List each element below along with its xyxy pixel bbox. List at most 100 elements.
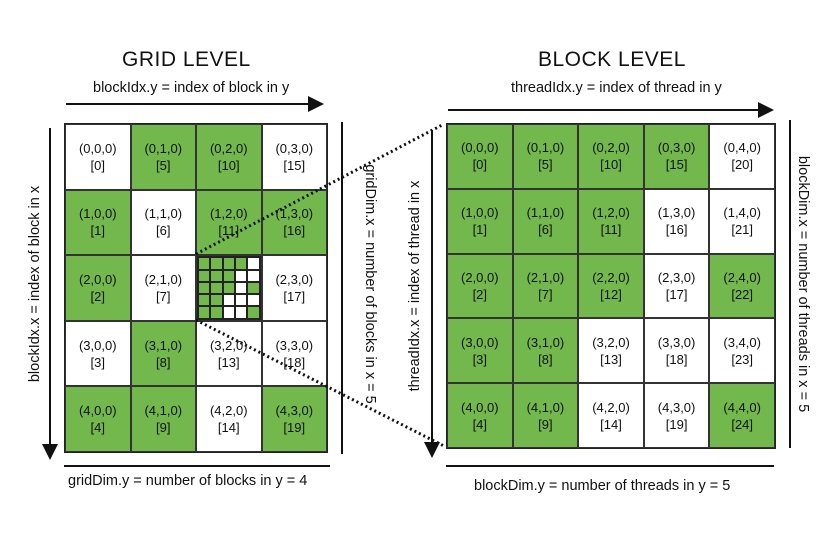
grid-block-cell-index: [17] bbox=[283, 288, 306, 304]
mini-thread-cell bbox=[198, 281, 211, 295]
block-thread-cell-index: [4] bbox=[472, 416, 488, 432]
block-thread-cell-coord: (4,2,0) bbox=[592, 399, 630, 415]
grid-block-cell-index: [0] bbox=[90, 157, 105, 173]
block-thread-cell: (2,0,0) [2] bbox=[447, 253, 513, 319]
grid-block-cell-coord: (4,2,0) bbox=[209, 403, 248, 419]
mini-thread-cell bbox=[222, 269, 235, 282]
block-thread-cell: (3,3,0) [18] bbox=[643, 318, 710, 384]
grid-block-cell: (3,0,0) [3] bbox=[65, 320, 131, 387]
grid-block-cell-index: [5] bbox=[156, 157, 171, 173]
block-thread-cell-coord: (2,2,0) bbox=[592, 269, 630, 285]
grid-block-cell: (0,2,0) [10] bbox=[196, 124, 262, 190]
grid-block-cell: (1,3,0) [16] bbox=[261, 189, 327, 256]
grid-block-cell-coord: (4,3,0) bbox=[275, 403, 314, 419]
grid-block-cell-coord: (1,3,0) bbox=[275, 206, 314, 222]
block-thread-cell-coord: (0,3,0) bbox=[657, 140, 696, 156]
block-left-label: threadIdx.x = index of thread in x bbox=[407, 180, 423, 392]
mini-thread-cell bbox=[198, 257, 211, 270]
block-thread-cell-coord: (3,3,0) bbox=[657, 334, 696, 350]
mini-thread-cell bbox=[222, 281, 235, 295]
grid-left-label: blockIdx.x = index of block in x bbox=[27, 185, 43, 383]
grid-block-cell-coord: (4,0,0) bbox=[78, 403, 117, 419]
grid-block-cell-index: [4] bbox=[90, 420, 105, 436]
block-thread-cell-index: [20] bbox=[731, 157, 754, 173]
grid-block-cell-index: [10] bbox=[217, 157, 240, 173]
grid-block-cell: (2,3,0) [17] bbox=[261, 255, 327, 321]
block-thread-cell: (3,0,0) [3] bbox=[447, 318, 513, 384]
grid-level-title: GRID LEVEL bbox=[122, 48, 251, 71]
block-thread-cell: (2,3,0) [17] bbox=[643, 253, 710, 319]
block-thread-cell-index: [3] bbox=[472, 351, 488, 367]
mini-thread-cell bbox=[247, 281, 260, 295]
grid-block-cell-coord: (3,0,0) bbox=[78, 337, 117, 353]
block-thread-cell: (1,2,0) [11] bbox=[578, 188, 644, 254]
grid-block-cell-coord: (2,0,0) bbox=[78, 271, 117, 287]
grid-block-cell-coord: (1,1,0) bbox=[144, 206, 183, 222]
block-thread-cell: (3,2,0) [13] bbox=[578, 318, 644, 384]
block-thread-cell-coord: (4,3,0) bbox=[657, 399, 696, 415]
grid-block-cell: (4,3,0) [19] bbox=[261, 386, 327, 452]
mini-thread-cell bbox=[210, 306, 223, 319]
block-thread-cell: (3,1,0) [8] bbox=[512, 318, 579, 384]
block-thread-cell-index: [23] bbox=[731, 351, 754, 367]
block-thread-cell-index: [16] bbox=[665, 222, 688, 238]
grid-block-cell-index: [7] bbox=[156, 288, 171, 304]
block-thread-cell: (1,3,0) [16] bbox=[643, 188, 710, 254]
block-thread-cell-index: [14] bbox=[600, 416, 622, 432]
grid-top-label: blockIdx.y = index of block in y bbox=[93, 80, 290, 96]
grid-block-cell: (1,0,0) [1] bbox=[65, 189, 131, 256]
block-thread-cell-coord: (1,2,0) bbox=[592, 205, 630, 221]
block-thread-cell: (0,2,0) [10] bbox=[578, 124, 644, 189]
block-thread-cell: (0,3,0) [15] bbox=[643, 124, 710, 189]
block-thread-cell-index: [24] bbox=[731, 416, 754, 432]
mini-thread-cell bbox=[222, 306, 235, 319]
block-thread-cell: (4,4,0) [24] bbox=[709, 383, 775, 448]
block-thread-cell-index: [17] bbox=[665, 286, 688, 302]
block-thread-cell-index: [6] bbox=[538, 222, 553, 238]
block-thread-cell: (4,3,0) [19] bbox=[643, 383, 710, 448]
block-thread-cell-index: [21] bbox=[731, 222, 754, 238]
block-thread-cell: (2,4,0) [22] bbox=[709, 253, 775, 319]
mini-thread-cell bbox=[247, 269, 260, 282]
block-thread-cell-index: [9] bbox=[538, 416, 553, 432]
mini-thread-cell bbox=[222, 257, 235, 270]
grid-block-cell bbox=[196, 255, 262, 321]
grid-block-cell-index: [18] bbox=[283, 354, 306, 370]
block-thread-cell-coord: (1,1,0) bbox=[526, 205, 565, 221]
block-thread-cell-coord: (2,3,0) bbox=[657, 269, 696, 285]
grid-block-cell-coord: (2,3,0) bbox=[275, 271, 314, 287]
grid-block-cell-coord: (2,1,0) bbox=[144, 271, 183, 287]
block-thread-cell-coord: (2,4,0) bbox=[723, 269, 761, 285]
grid-block-cell: (2,0,0) [2] bbox=[65, 255, 131, 321]
grid-block-cell-index: [8] bbox=[156, 354, 171, 370]
grid-block-cell-coord: (4,1,0) bbox=[144, 403, 183, 419]
grid-block-cell-index: [16] bbox=[283, 223, 306, 239]
grid-level-table: (0,0,0) [0] (0,1,0) [5] (0,2,0) [10] (0,3,0) [1… bbox=[64, 123, 328, 453]
mini-thread-cell bbox=[234, 281, 248, 295]
block-thread-cell: (1,4,0) [21] bbox=[709, 188, 775, 254]
block-thread-cell-coord: (1,4,0) bbox=[723, 205, 761, 221]
grid-block-cell-coord: (0,0,0) bbox=[78, 140, 117, 156]
block-thread-cell: (1,0,0) [1] bbox=[447, 188, 513, 254]
grid-block-cell-coord: (0,1,0) bbox=[144, 140, 183, 156]
grid-block-cell-index: [2] bbox=[90, 288, 105, 304]
block-thread-cell: (4,0,0) [4] bbox=[447, 383, 513, 448]
mini-thread-cell bbox=[234, 294, 248, 307]
mini-thread-cell bbox=[198, 294, 211, 307]
block-thread-cell: (0,1,0) [5] bbox=[512, 124, 579, 189]
mini-thread-cell bbox=[198, 269, 211, 282]
block-level-table: (0,0,0) [0] (0,1,0) [5] (0,2,0) [10] (0,3,0) [1… bbox=[446, 123, 776, 449]
grid-block-cell: (4,2,0) [14] bbox=[196, 386, 262, 452]
grid-block-cell-coord: (3,3,0) bbox=[275, 337, 314, 353]
mini-thread-cell bbox=[222, 294, 235, 307]
block-thread-cell-coord: (1,0,0) bbox=[461, 205, 499, 221]
block-top-label: threadIdx.y = index of thread in y bbox=[511, 80, 722, 96]
block-thread-cell-coord: (0,2,0) bbox=[592, 140, 630, 156]
grid-block-cell-index: [19] bbox=[283, 420, 306, 436]
grid-block-cell: (3,2,0) [13] bbox=[196, 320, 262, 387]
block-thread-cell-index: [18] bbox=[665, 351, 688, 367]
mini-thread-cell bbox=[210, 281, 223, 295]
grid-block-cell-coord: (0,2,0) bbox=[209, 140, 248, 156]
mini-thread-cell bbox=[210, 257, 223, 270]
block-thread-cell-coord: (4,1,0) bbox=[526, 399, 565, 415]
